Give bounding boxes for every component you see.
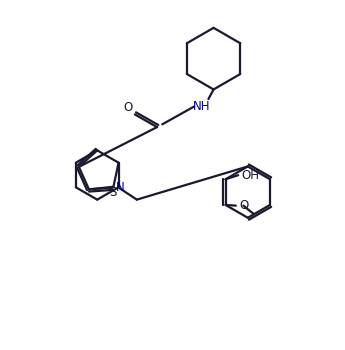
Text: OH: OH: [241, 169, 260, 182]
Text: S: S: [110, 186, 117, 199]
Text: NH: NH: [193, 100, 210, 113]
Text: N: N: [116, 181, 125, 194]
Text: O: O: [124, 101, 132, 114]
Text: O: O: [239, 199, 248, 212]
